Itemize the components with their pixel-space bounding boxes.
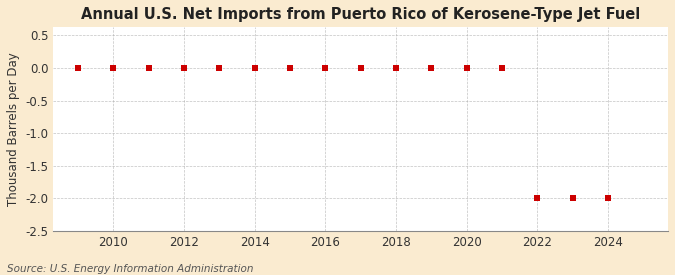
Text: Source: U.S. Energy Information Administration: Source: U.S. Energy Information Administ… [7, 264, 253, 274]
Y-axis label: Thousand Barrels per Day: Thousand Barrels per Day [7, 52, 20, 206]
Title: Annual U.S. Net Imports from Puerto Rico of Kerosene-Type Jet Fuel: Annual U.S. Net Imports from Puerto Rico… [81, 7, 641, 22]
